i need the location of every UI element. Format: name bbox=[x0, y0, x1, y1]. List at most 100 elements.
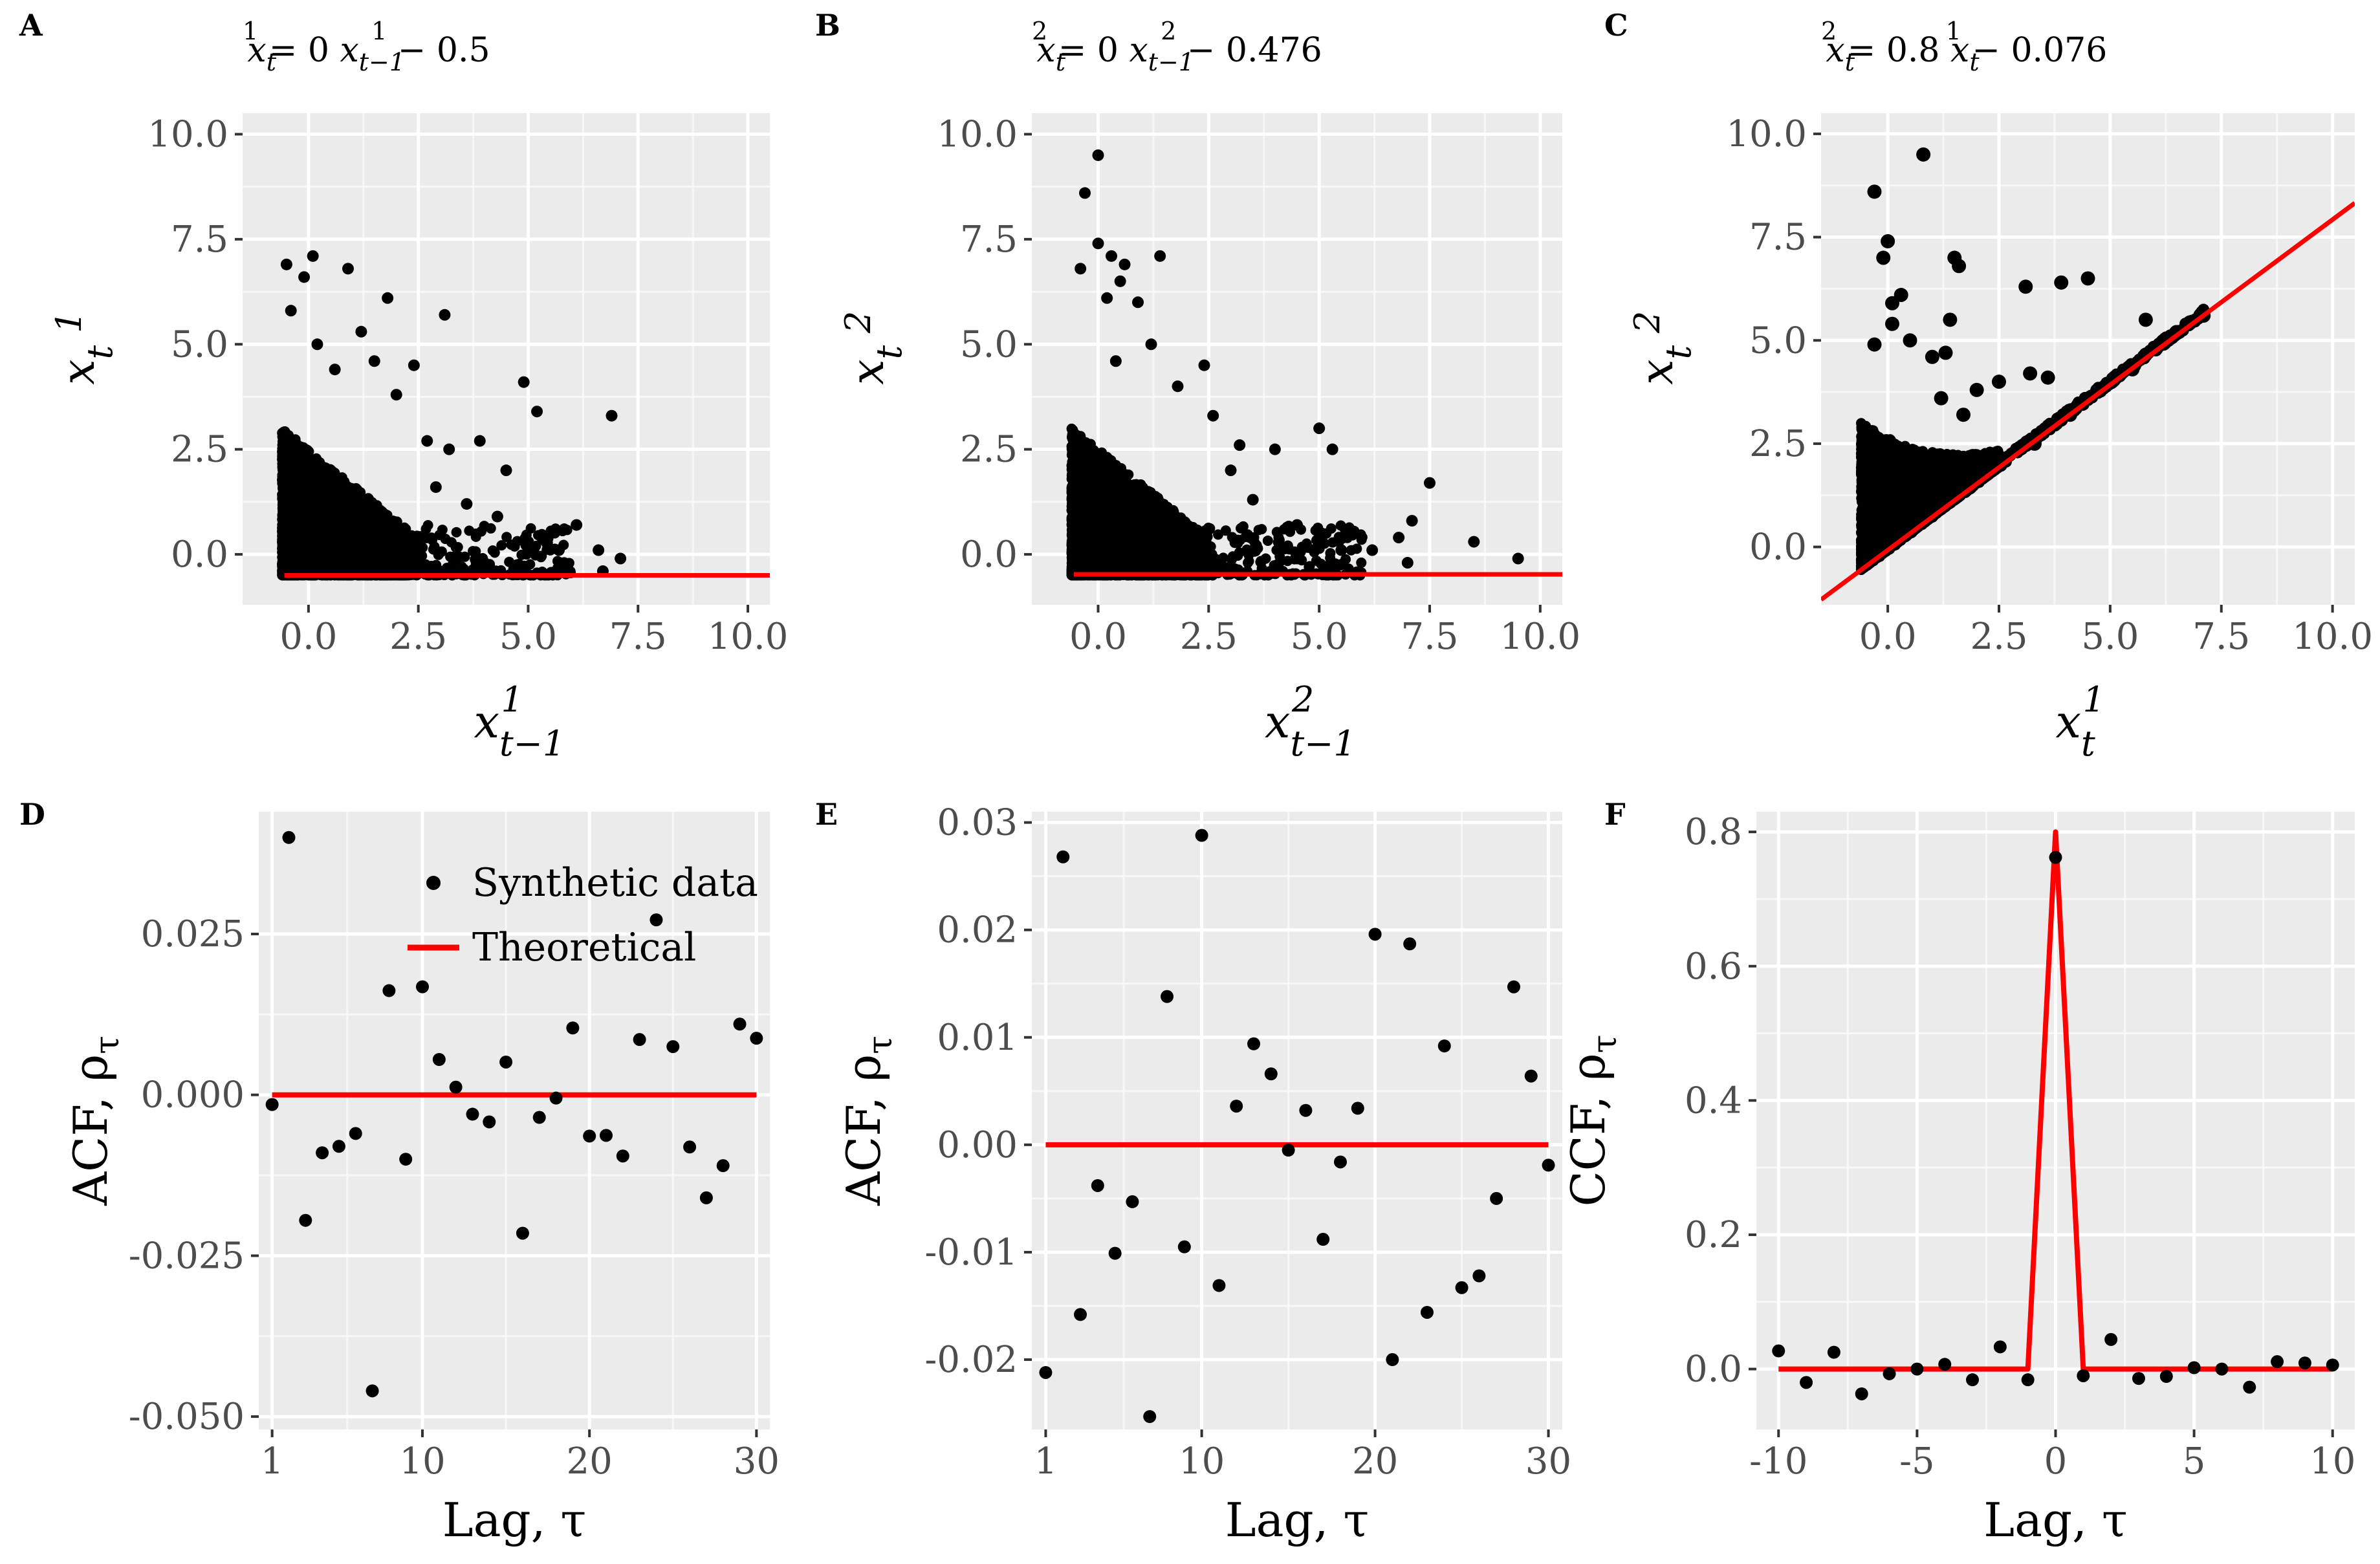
data-point bbox=[553, 544, 565, 556]
data-point bbox=[279, 450, 290, 461]
data-point bbox=[478, 557, 490, 569]
x-axis-title-sup: 1 bbox=[501, 679, 523, 720]
data-point bbox=[500, 464, 512, 477]
y-tick-label: 2.5 bbox=[171, 429, 228, 471]
data-point bbox=[356, 536, 367, 547]
data-point bbox=[445, 551, 456, 562]
data-point bbox=[474, 435, 486, 447]
data-point bbox=[316, 465, 327, 476]
data-point bbox=[281, 429, 292, 440]
data-point bbox=[509, 541, 520, 552]
data-point bbox=[518, 376, 530, 388]
data-point bbox=[327, 492, 338, 503]
x-tick-label: 7.5 bbox=[609, 616, 667, 658]
data-point bbox=[287, 498, 298, 509]
data-point bbox=[522, 536, 534, 548]
data-point bbox=[436, 546, 447, 557]
data-point bbox=[427, 534, 438, 545]
data-point bbox=[443, 443, 455, 455]
data-point bbox=[295, 506, 306, 517]
data-point bbox=[451, 527, 462, 538]
data-point bbox=[278, 480, 289, 491]
y-tick-label: 0.0 bbox=[960, 534, 1018, 576]
data-point bbox=[562, 525, 573, 536]
data-point bbox=[280, 258, 292, 270]
data-point bbox=[467, 546, 478, 557]
data-point bbox=[298, 442, 309, 453]
data-point bbox=[501, 532, 512, 543]
data-point bbox=[417, 542, 428, 553]
data-point bbox=[531, 406, 543, 418]
data-point bbox=[342, 263, 354, 275]
data-point bbox=[307, 250, 319, 262]
data-point bbox=[277, 543, 288, 554]
data-point bbox=[395, 549, 406, 560]
data-point bbox=[299, 533, 310, 544]
data-point bbox=[549, 528, 560, 539]
data-point bbox=[311, 502, 322, 513]
data-point bbox=[311, 338, 323, 351]
data-point bbox=[606, 409, 618, 422]
x-tick-label: 0.0 bbox=[279, 616, 337, 658]
data-point bbox=[283, 522, 294, 533]
x-tick-label: 10.0 bbox=[708, 616, 789, 658]
data-point bbox=[368, 355, 380, 367]
data-point bbox=[315, 476, 326, 487]
data-point bbox=[298, 271, 311, 283]
plot-marks bbox=[1066, 149, 1562, 581]
data-point bbox=[450, 541, 461, 552]
y-tick-label: 10.0 bbox=[147, 113, 228, 155]
data-point bbox=[369, 521, 380, 532]
data-point bbox=[350, 553, 361, 564]
data-point bbox=[356, 521, 367, 532]
data-point bbox=[382, 292, 394, 304]
data-point bbox=[355, 325, 367, 338]
y-tick-label: 7.5 bbox=[960, 219, 1018, 261]
data-point bbox=[338, 491, 349, 502]
data-point bbox=[421, 435, 433, 447]
data-point bbox=[344, 520, 355, 531]
data-point bbox=[521, 549, 532, 560]
plot-marks bbox=[277, 250, 770, 581]
x-tick-label: 5.0 bbox=[499, 616, 557, 658]
data-point bbox=[395, 528, 406, 539]
data-point bbox=[371, 500, 382, 511]
data-point bbox=[560, 558, 571, 569]
y-tick-label: 5.0 bbox=[171, 323, 228, 365]
data-point bbox=[285, 563, 296, 574]
data-point bbox=[408, 359, 420, 371]
data-point bbox=[359, 501, 370, 512]
data-point bbox=[292, 554, 303, 565]
data-point bbox=[615, 552, 627, 565]
data-point bbox=[355, 487, 366, 498]
data-point bbox=[402, 557, 413, 568]
data-point bbox=[366, 530, 377, 541]
y-tick-label: 2.5 bbox=[960, 429, 1018, 471]
data-point bbox=[489, 547, 500, 558]
y-axis-title-sup: 1 bbox=[49, 311, 89, 333]
data-point bbox=[390, 389, 402, 401]
data-point bbox=[525, 559, 536, 570]
data-point bbox=[314, 554, 325, 565]
data-point bbox=[312, 488, 323, 499]
data-point bbox=[593, 544, 605, 556]
data-point bbox=[470, 528, 481, 539]
x-tick-label: 2.5 bbox=[1180, 616, 1238, 658]
data-point bbox=[496, 540, 507, 551]
data-point bbox=[335, 527, 346, 538]
x-axis-title: xt−1 bbox=[474, 695, 565, 764]
data-point bbox=[282, 532, 293, 543]
data-point bbox=[325, 529, 336, 540]
data-point bbox=[307, 532, 318, 543]
data-point bbox=[378, 542, 389, 553]
data-point bbox=[296, 474, 307, 485]
y-tick-label: 5.0 bbox=[960, 323, 1018, 365]
y-tick-label: 7.5 bbox=[171, 219, 228, 261]
panel-label: A bbox=[19, 8, 43, 43]
y-tick-label: 0.0 bbox=[171, 534, 228, 576]
y-axis-title: xt bbox=[52, 345, 120, 385]
data-point bbox=[277, 491, 288, 502]
data-point bbox=[415, 558, 426, 569]
data-point bbox=[304, 519, 315, 530]
